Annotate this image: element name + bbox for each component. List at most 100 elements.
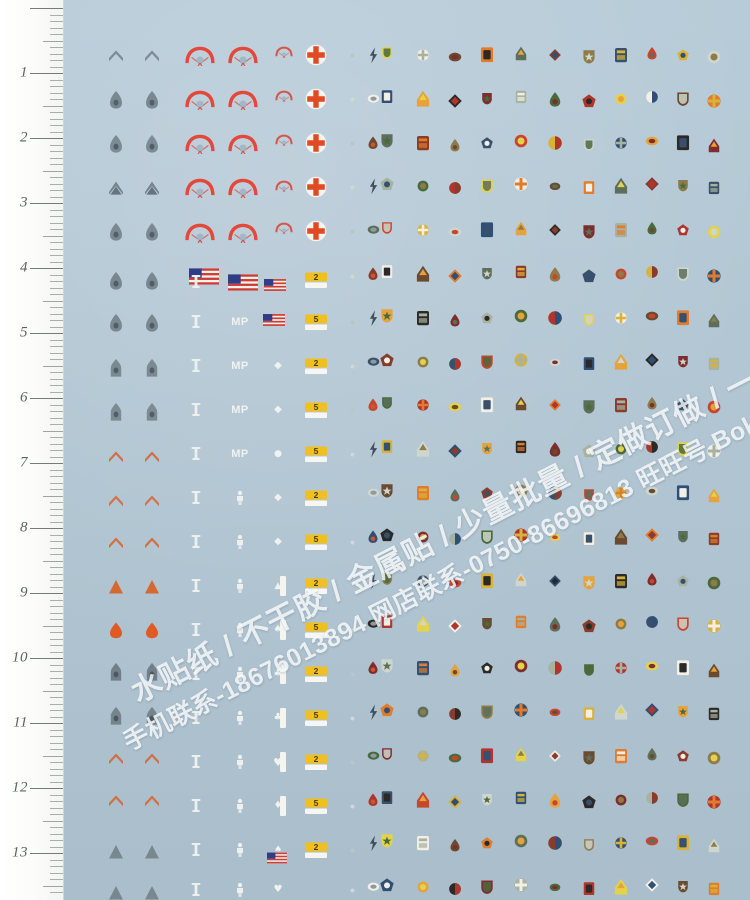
parachute-wing-decal	[226, 131, 260, 155]
ruler-number: 9	[20, 584, 28, 601]
ruler-tick	[43, 365, 64, 367]
measuring-ruler: 1 2 3 4 5 6 7 8 9 10 11 12 13	[0, 0, 64, 900]
ruler-tick	[30, 333, 64, 334]
watermark-line-1: 水贴纸 / 不干胶 / 金属贴 / 少量批量 / 定做订做 / 一张起	[126, 334, 750, 710]
shoulder-patch-decal	[645, 395, 659, 411]
ruler-tick	[50, 469, 64, 471]
shoulder-patch-decal	[676, 397, 691, 414]
shoulder-patch-decal	[480, 835, 495, 852]
separator-dot	[349, 363, 355, 369]
shoulder-patch-decal	[675, 90, 691, 108]
white-marker-decal	[189, 842, 203, 858]
shoulder-patch-decal	[416, 354, 430, 370]
rank-insignia-decal	[106, 840, 126, 862]
shoulder-patch-decal	[547, 90, 563, 108]
ruler-tick	[50, 749, 64, 750]
red-cross-decal	[303, 218, 329, 244]
shoulder-patch-decal	[380, 439, 395, 456]
svg-text:5: 5	[314, 314, 319, 324]
ruler-tick	[50, 66, 64, 68]
ruler-tick	[50, 781, 64, 783]
shoulder-patch-decal	[479, 353, 495, 371]
svg-text:5: 5	[314, 622, 319, 632]
shoulder-patch-decal	[614, 792, 628, 808]
shoulder-patch-decal	[513, 657, 529, 675]
shoulder-patch-decal	[367, 135, 379, 152]
lightning-bolt-decal	[367, 177, 379, 196]
ruler-tick	[30, 73, 64, 74]
shoulder-patch-decal	[480, 441, 494, 457]
shoulder-patch-decal	[581, 574, 597, 592]
card-suit-decal: ●	[274, 448, 282, 459]
shoulder-patch-decal	[676, 879, 690, 895]
lightning-bolt-decal	[367, 703, 379, 722]
shoulder-patch-decal	[581, 749, 597, 767]
shoulder-patch-decal	[514, 89, 529, 106]
ruler-tick	[50, 814, 64, 815]
ruler-tick	[50, 229, 64, 230]
ruler-tick	[50, 710, 64, 711]
shoulder-patch-decal	[448, 881, 463, 898]
shoulder-patch-decal	[379, 482, 395, 500]
ruler-tick	[43, 755, 64, 757]
shoulder-patch-decal	[613, 396, 630, 415]
white-marker-decal	[189, 314, 203, 330]
lightning-bolt-decal	[367, 440, 379, 459]
shoulder-patch-decal	[415, 834, 432, 853]
shoulder-patch-decal	[514, 45, 528, 61]
parachute-wing-decal	[183, 43, 217, 67]
unit-number-decal: 5	[303, 533, 329, 551]
ruler-tick	[50, 144, 64, 146]
shoulder-patch-decal	[480, 616, 494, 632]
rank-insignia-decal	[142, 489, 162, 511]
ruler-tick	[50, 255, 64, 256]
ruler-tick	[50, 508, 64, 510]
shoulder-patch-decal	[675, 659, 692, 678]
shoulder-patch-decal	[379, 832, 395, 850]
ruler-tick	[30, 853, 64, 854]
shoulder-patch-decal	[366, 486, 380, 500]
rank-insignia-decal	[142, 575, 162, 597]
shoulder-patch-decal	[676, 222, 691, 239]
shoulder-patch-decal	[380, 45, 394, 61]
mp-armband-decal: MP	[231, 447, 249, 460]
lightning-bolt-decal	[367, 46, 379, 65]
shoulder-patch-decal	[613, 572, 630, 591]
shoulder-patch-decal	[547, 309, 564, 328]
ruler-tick	[50, 34, 64, 35]
ruler-tick	[30, 463, 64, 464]
ruler-tick	[43, 170, 64, 172]
shoulder-patch-decal	[548, 529, 562, 545]
card-suit-decal: ◆	[274, 404, 282, 415]
white-marker-decal	[189, 622, 203, 638]
ruler-tick	[50, 86, 64, 87]
shoulder-patch-decal	[645, 571, 659, 587]
mp-armband-decal: MP	[231, 403, 249, 416]
shoulder-patch-decal	[547, 834, 564, 853]
rank-insignia-decal	[106, 575, 126, 597]
shoulder-patch-decal	[644, 832, 660, 850]
shoulder-patch-decal	[380, 614, 395, 631]
shoulder-patch-decal	[513, 351, 530, 370]
separator-dot	[349, 184, 355, 190]
ruler-tick	[50, 502, 64, 503]
shoulder-patch-decal	[514, 220, 528, 236]
shoulder-patch-decal	[582, 706, 597, 723]
shoulder-patch-decal	[644, 526, 661, 545]
rank-insignia-decal	[142, 401, 162, 423]
parachute-wing-decal	[226, 175, 260, 199]
svg-text:2: 2	[314, 666, 319, 676]
card-suit-decal: ♥	[273, 884, 283, 895]
parachute-wing-decal	[274, 178, 294, 194]
white-figure-decal	[233, 534, 247, 550]
separator-dot	[349, 803, 355, 809]
shoulder-patch-decal	[645, 614, 660, 631]
shoulder-patch-decal	[379, 307, 395, 325]
ruler-tick	[30, 138, 64, 139]
separator-dot	[349, 273, 355, 279]
separator-dot	[349, 671, 355, 677]
ruler-tick	[50, 677, 64, 679]
ruler-tick	[50, 840, 64, 841]
parachute-wing-decal	[183, 220, 217, 244]
shoulder-patch-decal	[416, 704, 430, 720]
